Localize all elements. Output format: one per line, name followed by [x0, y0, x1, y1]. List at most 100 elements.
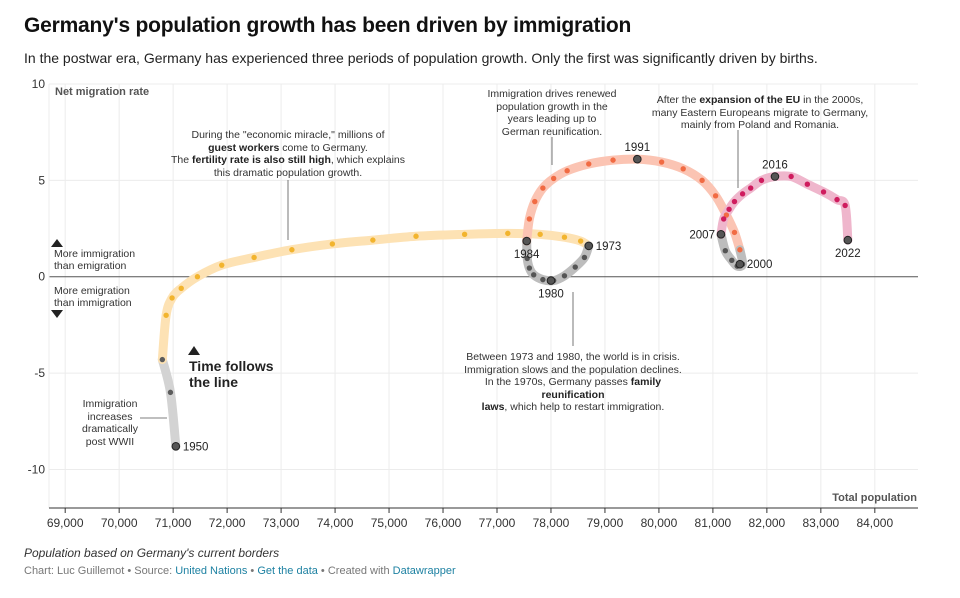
- data-point-miracle: [163, 312, 169, 318]
- data-point-reunification: [737, 247, 743, 253]
- data-point-eu: [731, 198, 738, 205]
- data-point-reunification: [532, 198, 538, 205]
- data-point-eu: [834, 196, 840, 203]
- down-triangle-icon: [51, 310, 63, 318]
- year-label-1991: 1991: [625, 142, 651, 154]
- year-label-1980: 1980: [538, 289, 564, 301]
- annotation-eu-expansion: After the expansion of the EU in the 200…: [651, 94, 869, 131]
- y-tick-label: -5: [34, 366, 45, 380]
- up-triangle-icon: [51, 239, 63, 247]
- x-tick-label: 84,000: [856, 516, 893, 530]
- get-data-link[interactable]: Get the data: [257, 565, 318, 577]
- annotation-economic-miracle: During the "economic miracle," millions …: [170, 129, 405, 179]
- year-point-1980: [546, 276, 556, 285]
- year-label-2000: 2000: [747, 259, 773, 271]
- year-point-2016: [770, 172, 780, 181]
- y-axis-title: Net migration rate: [55, 86, 149, 98]
- data-point-reunification: [586, 161, 592, 167]
- x-tick-label: 74,000: [317, 516, 354, 530]
- data-point-decline: [729, 257, 735, 264]
- footer-note: Population based on Germany's current bo…: [24, 546, 280, 560]
- x-tick-label: 71,000: [155, 516, 192, 530]
- x-tick-label: 78,000: [533, 516, 570, 530]
- y-tick-label: -10: [28, 462, 46, 476]
- data-point-eu: [726, 206, 732, 212]
- data-point-eu: [747, 185, 754, 191]
- data-point-postwar: [159, 356, 166, 363]
- data-point-miracle: [461, 231, 468, 238]
- data-point-miracle: [194, 274, 201, 280]
- year-point-1984: [522, 236, 531, 246]
- year-label-2022: 2022: [835, 248, 861, 260]
- gridlines: [48, 83, 918, 508]
- x-tick-label: 77,000: [479, 516, 516, 530]
- data-point-eu: [720, 216, 727, 222]
- data-point-eu: [842, 202, 848, 209]
- data-point-decline: [722, 248, 729, 254]
- data-point-postwar: [167, 389, 174, 396]
- data-point-crisis: [526, 265, 533, 271]
- data-point-reunification: [658, 159, 665, 165]
- x-tick-label: 80,000: [641, 516, 678, 530]
- data-point-miracle: [413, 233, 419, 239]
- y-tick-label: 0: [38, 270, 45, 284]
- data-point-miracle: [537, 231, 543, 238]
- data-point-eu: [739, 191, 746, 197]
- annotation-crisis: Between 1973 and 1980, the world is in c…: [464, 351, 682, 413]
- x-tick-label: 70,000: [101, 516, 138, 530]
- year-label-2016: 2016: [762, 160, 788, 172]
- data-point-reunification: [723, 212, 730, 218]
- data-point-eu: [788, 173, 794, 180]
- annotation-postwar: Immigration increases dramatically post …: [81, 398, 139, 448]
- data-point-reunification: [731, 229, 738, 236]
- x-tick-label: 82,000: [749, 516, 786, 530]
- data-point-eu: [820, 189, 827, 195]
- series-line-eu: [716, 171, 853, 245]
- y-tick-label: 10: [32, 77, 46, 91]
- more-immigration-label: More immigration than emigration: [54, 248, 136, 272]
- chart-title: Germany's population growth has been dri…: [24, 14, 632, 37]
- axes: 69,000 70,000 71,000 72,000 73,000 74,000 75,0…: [28, 77, 918, 530]
- data-point-crisis: [581, 254, 588, 261]
- x-tick-label: 75,000: [371, 516, 408, 530]
- source-link[interactable]: United Nations: [175, 565, 248, 577]
- data-point-reunification: [526, 216, 533, 222]
- data-point-crisis: [561, 273, 568, 279]
- year-label-1984: 1984: [514, 249, 540, 261]
- annotation-connectors: [140, 130, 739, 419]
- x-tick-label: 72,000: [209, 516, 246, 530]
- data-point-miracle: [370, 237, 376, 243]
- data-point-eu: [758, 177, 765, 184]
- series-line-reunification: [522, 154, 745, 255]
- datawrapper-link[interactable]: Datawrapper: [392, 565, 456, 577]
- year-point-1973: [584, 241, 594, 251]
- year-point-2022: [843, 235, 853, 245]
- data-point-reunification: [699, 177, 705, 184]
- footer-credits: Chart: Luc Guillemot • Source: United Na…: [24, 565, 456, 577]
- year-point-2000: [735, 259, 745, 269]
- data-point-miracle: [178, 285, 184, 291]
- more-emigration-label: More emigration than immigration: [54, 285, 132, 309]
- data-point-miracle: [329, 241, 336, 247]
- data-point-crisis: [540, 276, 546, 283]
- data-point-reunification: [540, 185, 546, 191]
- annotation-reunification: Immigration drives renewed population gr…: [487, 88, 617, 138]
- data-point-miracle: [169, 295, 175, 301]
- time-follows-label: Time follows the line: [189, 358, 274, 390]
- data-point-miracle: [561, 234, 568, 240]
- x-axis-title: Total population: [832, 492, 917, 504]
- data-point-miracle: [505, 230, 511, 237]
- year-label-1973: 1973: [596, 241, 622, 253]
- year-label-1950: 1950: [183, 441, 209, 453]
- data-point-reunification: [564, 168, 570, 174]
- up-triangle-icon: [188, 346, 200, 355]
- x-tick-label: 81,000: [695, 516, 732, 530]
- year-point-1950: [171, 442, 181, 451]
- chart-subtitle: In the postwar era, Germany has experien…: [24, 50, 818, 66]
- data-point-miracle: [251, 254, 257, 261]
- data-point-reunification: [610, 157, 616, 163]
- data-point-reunification: [712, 193, 719, 199]
- data-point-miracle: [289, 247, 295, 253]
- y-tick-label: 5: [38, 173, 45, 187]
